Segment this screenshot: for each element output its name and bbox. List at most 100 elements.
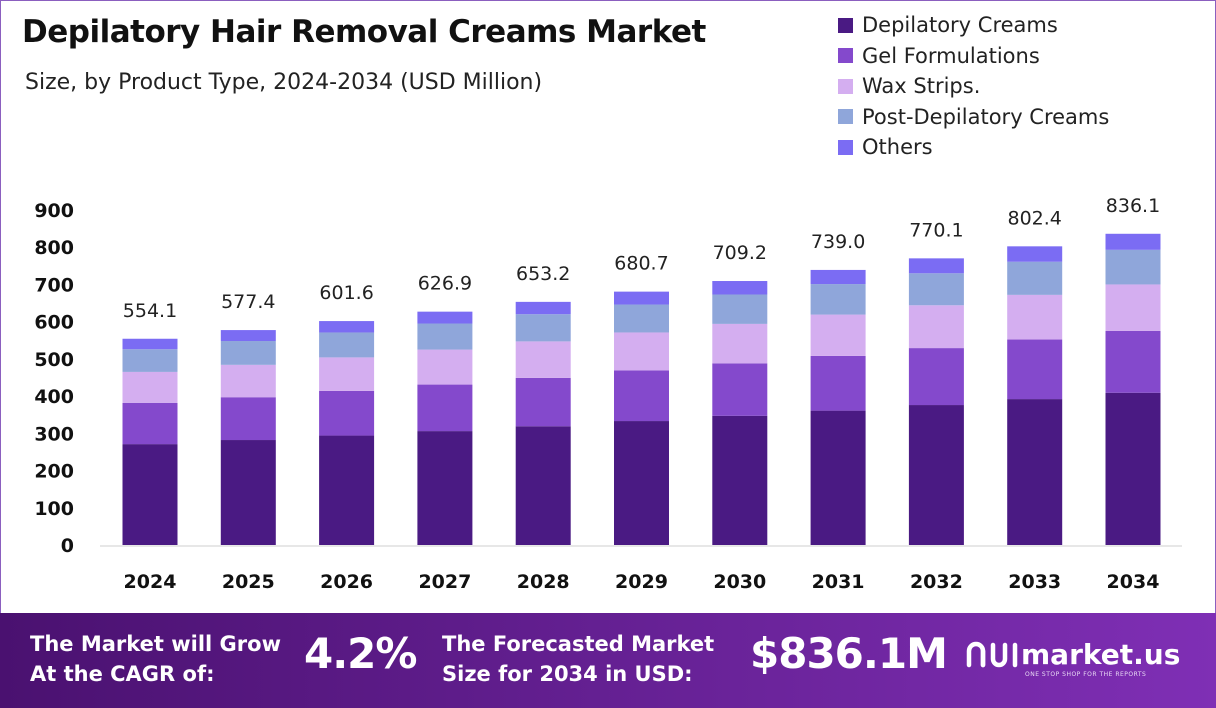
y-tick-label: 600 [34, 312, 74, 334]
x-tick-label: 2032 [910, 571, 963, 593]
bar-segment-2034-4 [1105, 233, 1161, 250]
bar-segment-2034-3 [1105, 249, 1161, 285]
bar-segment-2026-0 [319, 435, 375, 545]
bar-segment-2029-3 [614, 304, 669, 333]
x-tick-label: 2026 [320, 571, 373, 593]
y-tick-label: 200 [34, 461, 74, 483]
bar-segment-2025-2 [220, 364, 276, 398]
x-tick-label: 2029 [615, 571, 668, 593]
legend-swatch [838, 139, 853, 155]
legend-swatch [838, 109, 853, 125]
bar-segment-2034-0 [1105, 392, 1161, 545]
bar-segment-2032-1 [908, 348, 964, 406]
bar-total-label: 577.4 [221, 291, 275, 313]
bar-segment-2030-0 [712, 415, 768, 545]
bar-total-label: 802.4 [1007, 207, 1061, 229]
y-tick-label: 700 [34, 274, 74, 296]
bar-total-label: 770.1 [909, 219, 963, 241]
bar-segment-2034-1 [1105, 330, 1161, 393]
x-tick-label: 2025 [222, 571, 275, 593]
bar-total-label: 626.9 [418, 273, 472, 295]
bar-segment-2024-3 [122, 349, 178, 372]
bar-segment-2024-2 [122, 371, 178, 403]
bar-segment-2031-0 [810, 410, 866, 545]
x-tick-label: 2033 [1008, 571, 1061, 593]
bar-segment-2032-4 [908, 258, 964, 274]
y-tick-label: 100 [34, 498, 74, 520]
bar-segment-2032-2 [908, 305, 964, 349]
chart-title: Depilatory Hair Removal Creams Market [22, 14, 706, 50]
bar-segment-2024-1 [122, 402, 178, 445]
x-tick-label: 2034 [1107, 571, 1160, 593]
bar-segment-2034-2 [1105, 284, 1161, 331]
bar-segment-2033-1 [1007, 339, 1063, 400]
bar-segment-2031-4 [810, 269, 866, 285]
legend-swatch [838, 78, 853, 94]
cagr-label-line-2: At the CAGR of: [30, 662, 215, 686]
bar-segment-2029-1 [614, 370, 669, 422]
legend: Depilatory Creams Gel Formulations Wax S… [838, 10, 1109, 163]
cagr-label: The Market will Grow At the CAGR of: [30, 629, 281, 689]
bar-segment-2033-4 [1007, 246, 1063, 262]
x-tick-label: 2030 [713, 571, 766, 593]
bar-segment-2026-1 [319, 390, 375, 436]
y-tick-label: 900 [34, 200, 74, 222]
legend-item-gel-formulations: Gel Formulations [838, 41, 1109, 72]
bar-segment-2028-0 [515, 426, 571, 545]
bar-segment-2027-2 [417, 349, 473, 385]
legend-item-others: Others [838, 132, 1109, 163]
bar-segment-2027-0 [417, 431, 473, 545]
y-tick-label: 0 [61, 535, 74, 557]
y-tick-label: 800 [34, 237, 74, 259]
brand: market.us [965, 637, 1180, 671]
bar-segment-2028-4 [515, 301, 571, 315]
bar-segment-2025-0 [220, 440, 276, 545]
legend-item-depilatory-creams: Depilatory Creams [838, 10, 1109, 41]
brand-tagline: ONE STOP SHOP FOR THE REPORTS [1025, 671, 1147, 678]
x-tick-label: 2027 [418, 571, 471, 593]
brand-name: market.us [1021, 637, 1181, 671]
cagr-label-line-1: The Market will Grow [30, 632, 281, 656]
legend-swatch [838, 48, 853, 64]
legend-label: Others [862, 135, 933, 160]
bar-segment-2026-4 [319, 321, 375, 333]
cagr-value: 4.2% [304, 629, 417, 678]
bar-segment-2032-3 [908, 273, 964, 306]
bar-segment-2027-4 [417, 311, 473, 324]
forecast-label-line-1: The Forecasted Market [442, 632, 715, 656]
market-us-logo-icon [966, 641, 1018, 668]
bar-segment-2027-1 [417, 384, 473, 432]
bar-segment-2031-1 [810, 355, 866, 411]
bar-segment-2028-2 [515, 341, 571, 378]
forecast-value: $836.1M [750, 629, 948, 678]
x-tick-label: 2031 [812, 571, 865, 593]
legend-item-wax-strips: Wax Strips. [838, 71, 1109, 102]
x-tick-label: 2024 [124, 571, 177, 593]
bar-segment-2033-0 [1007, 399, 1063, 545]
bar-segment-2027-3 [417, 323, 473, 350]
x-tick-label: 2028 [517, 571, 570, 593]
bar-segment-2033-2 [1007, 294, 1063, 340]
bar-segment-2028-1 [515, 377, 571, 427]
bar-segment-2031-2 [810, 314, 866, 356]
legend-item-post-depilatory-creams: Post-Depilatory Creams [838, 102, 1109, 133]
bar-total-label: 836.1 [1106, 195, 1160, 217]
bar-segment-2025-4 [220, 330, 276, 342]
bar-total-label: 680.7 [614, 253, 668, 275]
bar-segment-2032-0 [908, 405, 964, 545]
bar-total-label: 601.6 [319, 282, 373, 304]
bar-segment-2030-4 [712, 281, 768, 295]
bar-segment-2024-0 [122, 444, 178, 545]
legend-label: Gel Formulations [862, 43, 1040, 68]
y-tick-label: 300 [34, 423, 74, 445]
legend-label: Depilatory Creams [862, 13, 1058, 38]
bar-segment-2030-2 [712, 323, 768, 364]
bar-segment-2033-3 [1007, 261, 1063, 295]
legend-label: Wax Strips. [862, 74, 981, 99]
bar-total-label: 709.2 [713, 242, 767, 264]
forecast-label: The Forecasted Market Size for 2034 in U… [442, 629, 714, 689]
bar-total-label: 554.1 [123, 300, 177, 322]
bar-segment-2029-4 [614, 291, 669, 305]
y-tick-label: 500 [34, 349, 74, 371]
bar-segment-2026-2 [319, 357, 375, 391]
